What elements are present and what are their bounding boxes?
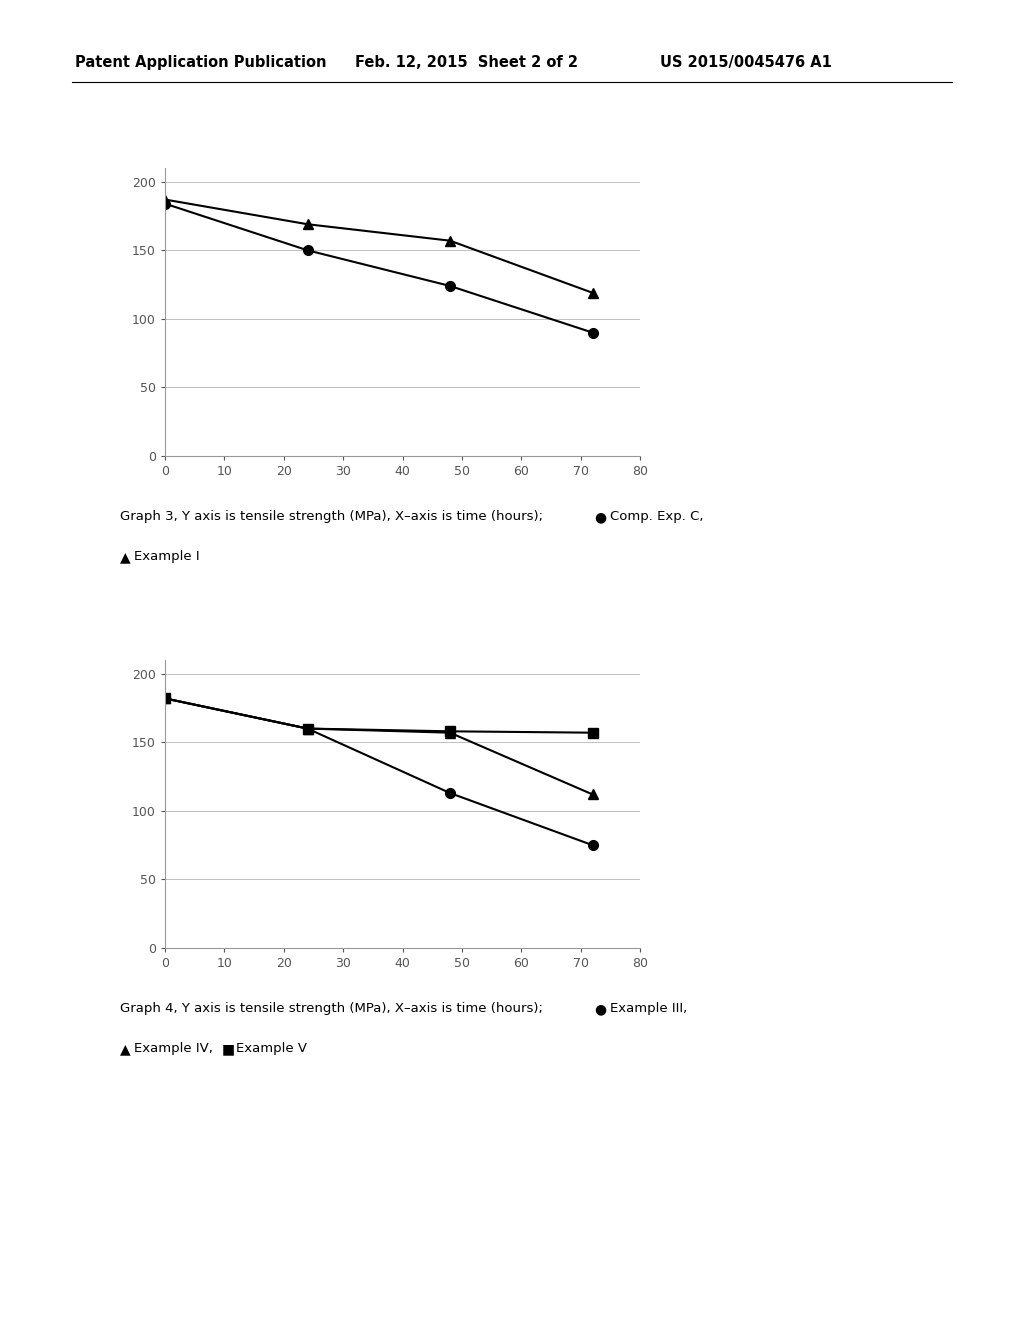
- Text: Example III,: Example III,: [610, 1002, 687, 1015]
- Text: ▲: ▲: [120, 1041, 131, 1056]
- Text: ■: ■: [222, 1041, 236, 1056]
- Text: Feb. 12, 2015  Sheet 2 of 2: Feb. 12, 2015 Sheet 2 of 2: [355, 55, 578, 70]
- Text: Comp. Exp. C,: Comp. Exp. C,: [610, 510, 703, 523]
- Text: US 2015/0045476 A1: US 2015/0045476 A1: [660, 55, 831, 70]
- Text: Example V: Example V: [236, 1041, 307, 1055]
- Text: Example I: Example I: [134, 550, 200, 564]
- Text: Patent Application Publication: Patent Application Publication: [75, 55, 327, 70]
- Text: ▲: ▲: [120, 550, 131, 564]
- Text: Graph 3, Y axis is tensile strength (MPa), X–axis is time (hours);: Graph 3, Y axis is tensile strength (MPa…: [120, 510, 543, 523]
- Text: Example IV,: Example IV,: [134, 1041, 213, 1055]
- Text: Graph 4, Y axis is tensile strength (MPa), X–axis is time (hours);: Graph 4, Y axis is tensile strength (MPa…: [120, 1002, 543, 1015]
- Text: ●: ●: [594, 1002, 606, 1016]
- Text: ●: ●: [594, 510, 606, 524]
